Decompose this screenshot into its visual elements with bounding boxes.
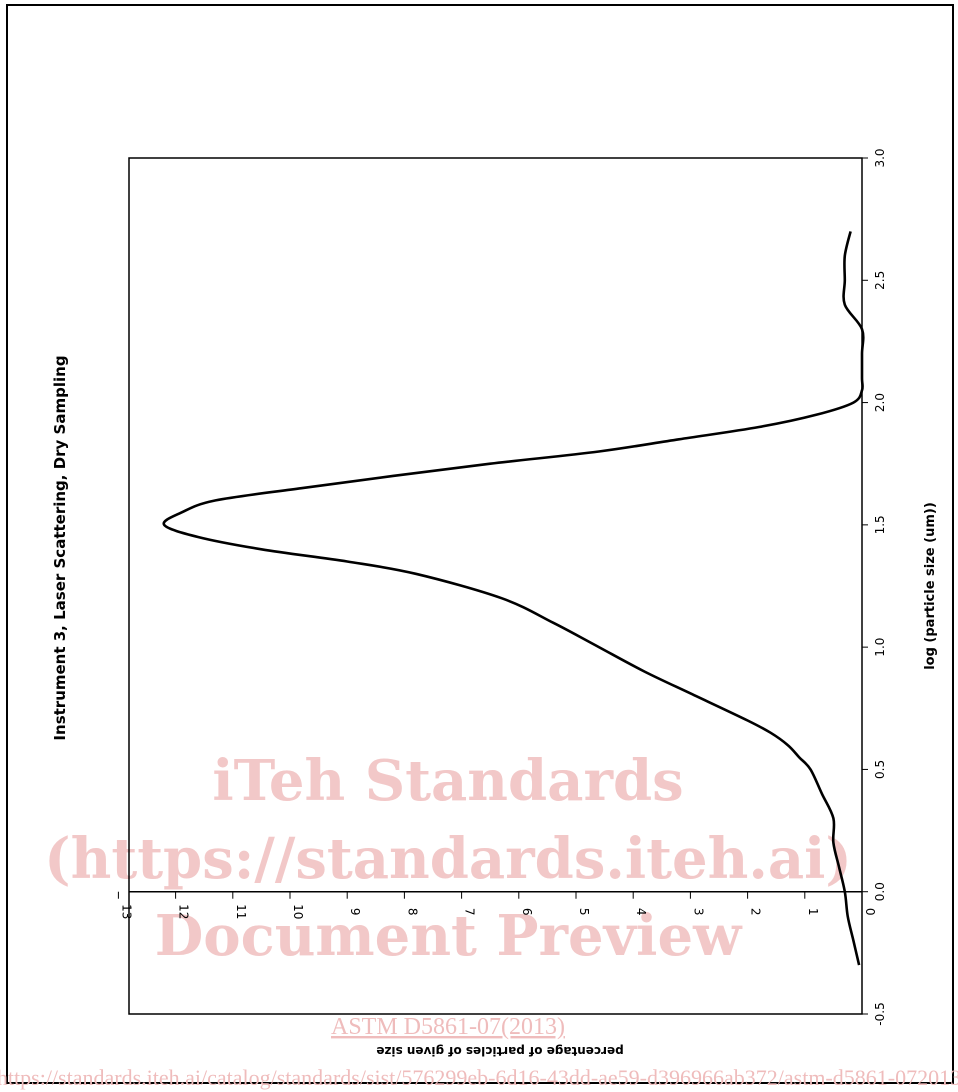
y-tick-label: 11 (234, 904, 248, 919)
y-tick-label: 13 (119, 904, 133, 919)
x-tick-label: 0.5 (873, 760, 887, 779)
watermark-line3: Document Preview (155, 903, 743, 969)
y-tick-label: 0 (863, 908, 877, 916)
x-tick-label: 1.0 (873, 638, 887, 657)
series-group (162, 231, 865, 966)
y-tick-label: 10 (291, 904, 305, 919)
x-tick-label: 1.5 (873, 515, 887, 534)
axes: -0.50.00.51.01.52.02.53.0012345678910111… (117, 148, 887, 1026)
x-tick-label: 0.0 (873, 882, 887, 901)
watermark-line1: iTeh Standards (212, 748, 683, 814)
y-tick-label: 9 (348, 908, 362, 916)
watermark-link[interactable]: https://standards.iteh.ai/catalog/standa… (0, 1065, 958, 1090)
y-tick-label: 1 (806, 908, 820, 916)
y-axis-label: percentage of particles of given size (376, 1044, 623, 1058)
watermark-code[interactable]: ASTM D5861-07(2013) (331, 1014, 565, 1040)
x-tick-label: 2.5 (873, 271, 887, 290)
y-tick-label: 5 (577, 908, 591, 916)
page-frame (6, 4, 954, 1084)
y-tick-label: 3 (691, 908, 705, 916)
x-tick-label: 2.0 (873, 393, 887, 412)
series-line (162, 231, 865, 966)
y-tick-label: 6 (520, 908, 534, 916)
y-tick-label: 7 (463, 908, 477, 916)
x-tick-label: 3.0 (873, 148, 887, 167)
x-axis-label: log (particle size (um)) (923, 502, 938, 670)
y-tick-label: 8 (405, 908, 419, 916)
x-tick-label: -0.5 (873, 1002, 887, 1025)
watermark: iTeh Standards (https://standards.iteh.a… (0, 748, 958, 1090)
y-tick-label: 2 (749, 908, 763, 916)
plot-area (128, 157, 863, 1015)
y-tick-label: 12 (177, 904, 191, 919)
y-tick-label: 4 (634, 908, 648, 916)
watermark-line2: (https://standards.iteh.ai) (44, 826, 852, 892)
chart-title: Instrument 3, Laser Scattering, Dry Samp… (51, 355, 69, 740)
